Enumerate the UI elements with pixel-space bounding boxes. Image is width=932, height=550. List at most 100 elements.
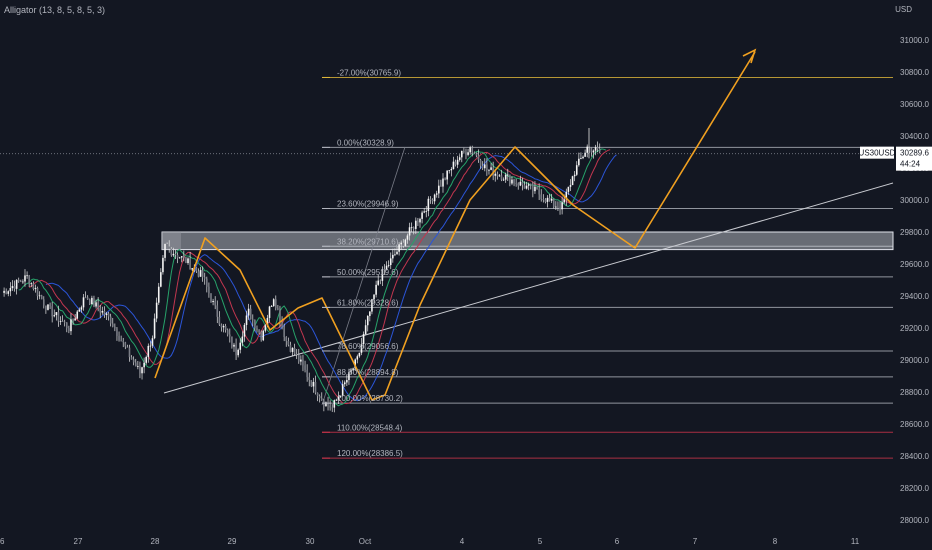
time-tick-label: 8 [773, 537, 778, 546]
candle-body [155, 302, 158, 319]
candle-body [15, 279, 18, 289]
candle-body [350, 370, 352, 373]
candle-body [575, 165, 578, 175]
candle-body [410, 227, 413, 229]
candle-body [563, 199, 566, 203]
candle-body [222, 326, 225, 328]
candle-body [521, 181, 524, 186]
candle-body [243, 324, 246, 337]
candle-body [452, 161, 455, 170]
candle-body [408, 227, 411, 236]
candle-body [63, 321, 66, 323]
candle-body [582, 156, 584, 159]
candle-body [180, 256, 183, 258]
price-tick-label: 30000.0 [900, 196, 929, 205]
candle-body [369, 311, 371, 317]
candle-body [178, 257, 181, 259]
candle-body [252, 319, 254, 321]
candle-body [467, 152, 469, 155]
candle-body [22, 281, 24, 283]
candle-body [191, 268, 193, 270]
fib-level-label: 61.80%(29328.6) [337, 298, 399, 307]
candle-body [546, 197, 549, 202]
candle-body [7, 291, 10, 294]
candle-body [249, 308, 252, 320]
candle-body [124, 342, 127, 347]
candle-body [569, 185, 572, 187]
time-tick-label: 11 [851, 537, 860, 546]
candle-body [515, 183, 517, 184]
fib-diagonal-line [321, 146, 406, 406]
candle-body [53, 315, 56, 317]
candle-body [358, 352, 361, 357]
candle-body [224, 326, 227, 331]
candle-body [111, 323, 114, 327]
last-price-value: 30289.6 [900, 149, 929, 158]
candle-body [162, 257, 164, 273]
candle-body [542, 199, 545, 200]
candle-body [454, 161, 457, 165]
price-badge [896, 146, 932, 171]
candle-body [412, 227, 415, 229]
bar-countdown: 44:24 [900, 160, 921, 169]
candle-body [488, 169, 490, 171]
candle-body [176, 254, 179, 258]
candle-body [78, 309, 81, 312]
candle-body [398, 244, 400, 252]
candle-body [91, 297, 93, 305]
candle-body [421, 212, 423, 219]
candle-body [118, 335, 120, 341]
candle-body [126, 346, 129, 348]
candle-body [450, 169, 453, 171]
candle-body [218, 316, 221, 325]
candle-body [295, 354, 298, 355]
candle-body [348, 372, 350, 381]
candle-body [335, 399, 338, 401]
candle-body [540, 194, 543, 200]
price-tick-label: 30800.0 [900, 68, 929, 77]
price-tick-label: 30400.0 [900, 132, 929, 141]
candle-body [139, 366, 141, 374]
candle-body [24, 275, 26, 282]
price-tick-label: 30600.0 [900, 100, 929, 109]
ascending-trendline [163, 182, 894, 394]
indicator-legend[interactable]: Alligator (13, 8, 5, 8, 5, 3) [4, 5, 106, 15]
candle-body [331, 407, 334, 409]
alligator-teeth-line [28, 149, 611, 405]
price-tick-label: 29800.0 [900, 228, 929, 237]
candle-body [9, 288, 12, 292]
candle-body [352, 368, 354, 371]
candle-body [578, 158, 580, 166]
support-zone[interactable] [161, 231, 894, 251]
candle-body [233, 344, 235, 347]
candle-body [285, 337, 288, 342]
candle-body [247, 308, 250, 316]
candle-body [13, 286, 16, 289]
price-tick-label: 28400.0 [900, 452, 929, 461]
time-tick-label: 4 [460, 537, 465, 546]
projection-path[interactable] [154, 48, 757, 401]
candle-body [442, 178, 444, 187]
candle-body [166, 244, 168, 247]
candle-body [226, 330, 229, 335]
candle-body [318, 396, 321, 399]
candle-body [95, 302, 97, 307]
candle-body [128, 347, 131, 358]
candle-body [187, 258, 189, 264]
candle-body [47, 304, 49, 310]
candle-body [555, 206, 557, 208]
candle-body [465, 152, 467, 155]
candle-body [72, 319, 74, 321]
trendlines[interactable] [0, 146, 894, 406]
candle-body [427, 198, 430, 211]
candle-body [327, 402, 329, 406]
candle-body [559, 207, 561, 210]
candle-body [312, 381, 315, 387]
candle-body [598, 148, 601, 152]
fibonacci-retracement[interactable] [322, 76, 893, 459]
time-axis[interactable]: 26 27 28 29 30 Oct 4 5 6 7 8 11 [0, 537, 860, 546]
candle-body [446, 170, 448, 180]
candle-body [130, 357, 133, 360]
time-tick-label: 26 [0, 537, 5, 546]
